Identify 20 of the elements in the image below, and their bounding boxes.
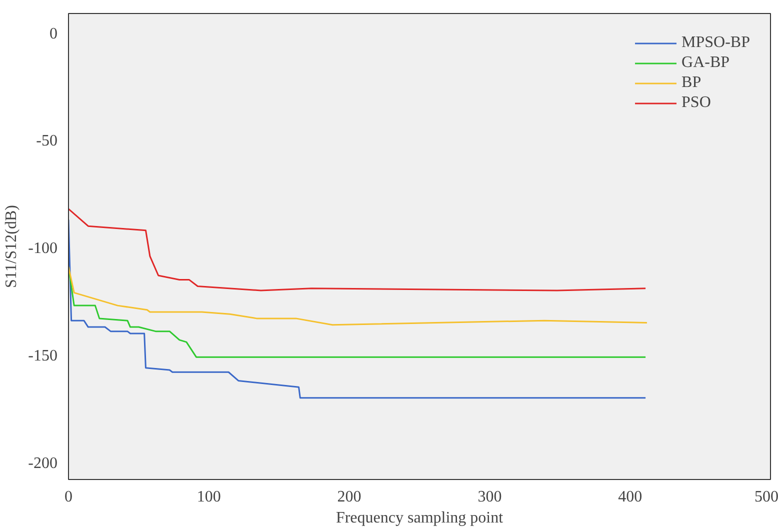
x-tick-label: 500 [754,488,778,506]
legend-label: GA-BP [682,54,730,72]
x-tick-label: 100 [196,488,221,506]
line-series [68,208,646,292]
x-tick-label: 200 [337,488,362,506]
x-tick-label: 300 [478,488,502,506]
legend-label: MPSO-BP [682,34,750,52]
legend-label: PSO [682,94,711,112]
y-tick-label: -100 [28,240,58,258]
legend-label: BP [682,74,702,92]
x-tick-label: 0 [64,488,72,506]
x-axis-title: Frequency sampling point [336,510,504,526]
y-tick-label: -50 [36,132,58,150]
line-series [68,266,648,326]
y-axis-title: S11/S12(dB) [3,205,20,288]
y-tick-label: -200 [28,454,58,472]
line-series [68,218,646,399]
x-tick-label: 400 [618,488,642,506]
y-tick-label: -150 [28,347,58,364]
y-tick-label: 0 [50,25,58,42]
